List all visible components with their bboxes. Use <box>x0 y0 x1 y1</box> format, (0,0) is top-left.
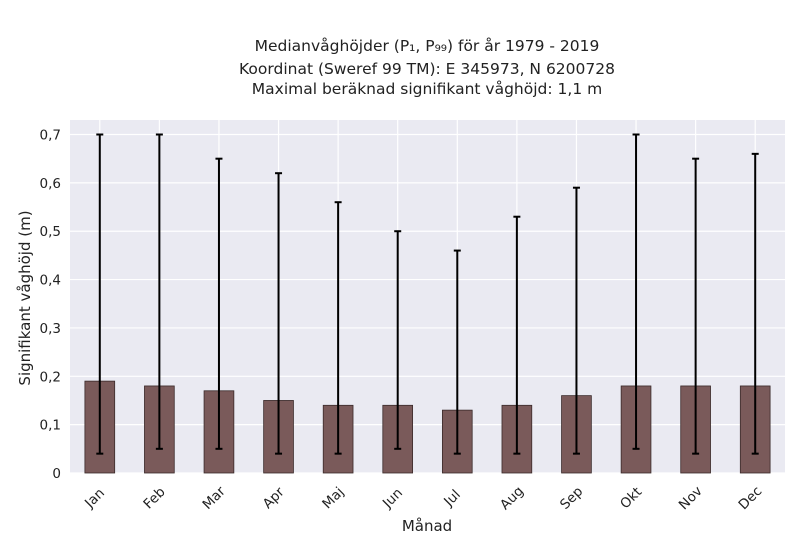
x-tick-label-okt: Okt <box>617 484 645 512</box>
y-tick-label: 0,6 <box>40 176 61 192</box>
x-axis-ticks: Jan Feb Mar Apr Maj Jun Jul Aug Sep Okt Nov Dec <box>81 483 765 513</box>
x-tick-label-nov: Nov <box>676 483 706 513</box>
error-bar-dec <box>751 152 759 455</box>
chart-title-line-1: Medianvåghöjder (P₁, P₉₉) för år 1979 - … <box>255 37 600 55</box>
x-tick-label-jun: Jun <box>379 485 406 512</box>
error-bar-okt <box>632 133 640 450</box>
x-tick-label-mar: Mar <box>199 483 229 513</box>
error-bar-jul <box>453 249 461 455</box>
y-tick-label: 0,3 <box>40 321 61 337</box>
chart-title-line-2: Koordinat (Sweref 99 TM): E 345973, N 62… <box>239 60 615 78</box>
x-tick-label-feb: Feb <box>140 484 168 512</box>
y-tick-label: 0,4 <box>40 273 61 289</box>
y-tick-label: 0 <box>52 466 61 482</box>
chart-title-line-3: Maximal beräknad signifikant våghöjd: 1,… <box>252 80 602 98</box>
x-tick-label-jan: Jan <box>81 485 108 512</box>
x-tick-label-maj: Maj <box>319 484 347 512</box>
x-tick-label-aug: Aug <box>497 483 527 513</box>
x-tick-label-apr: Apr <box>260 484 288 512</box>
error-bar-mar <box>215 157 223 450</box>
y-axis-title: Signifikant våghöjd (m) <box>16 210 34 385</box>
y-tick-label: 0,5 <box>40 224 61 240</box>
y-tick-label: 0,7 <box>40 128 61 144</box>
error-bar-jun <box>394 230 402 450</box>
x-tick-label-dec: Dec <box>735 483 765 513</box>
error-bar-jan <box>96 133 104 455</box>
error-bars-group <box>96 133 759 455</box>
plot-area <box>70 120 785 473</box>
error-bar-feb <box>155 133 163 450</box>
y-axis-ticks: 0 0,1 0,2 0,3 0,4 0,5 0,6 0,7 <box>40 128 61 482</box>
error-bar-nov <box>692 157 700 455</box>
x-tick-label-jul: Jul <box>440 487 464 511</box>
error-bar-apr <box>275 172 283 455</box>
error-bar-sep <box>572 186 580 455</box>
error-bar-aug <box>513 215 521 455</box>
x-axis-title: Månad <box>402 517 452 535</box>
y-tick-label: 0,1 <box>40 418 61 434</box>
y-tick-label: 0,2 <box>40 369 61 385</box>
error-bar-maj <box>334 201 342 455</box>
x-tick-label-sep: Sep <box>557 484 586 513</box>
